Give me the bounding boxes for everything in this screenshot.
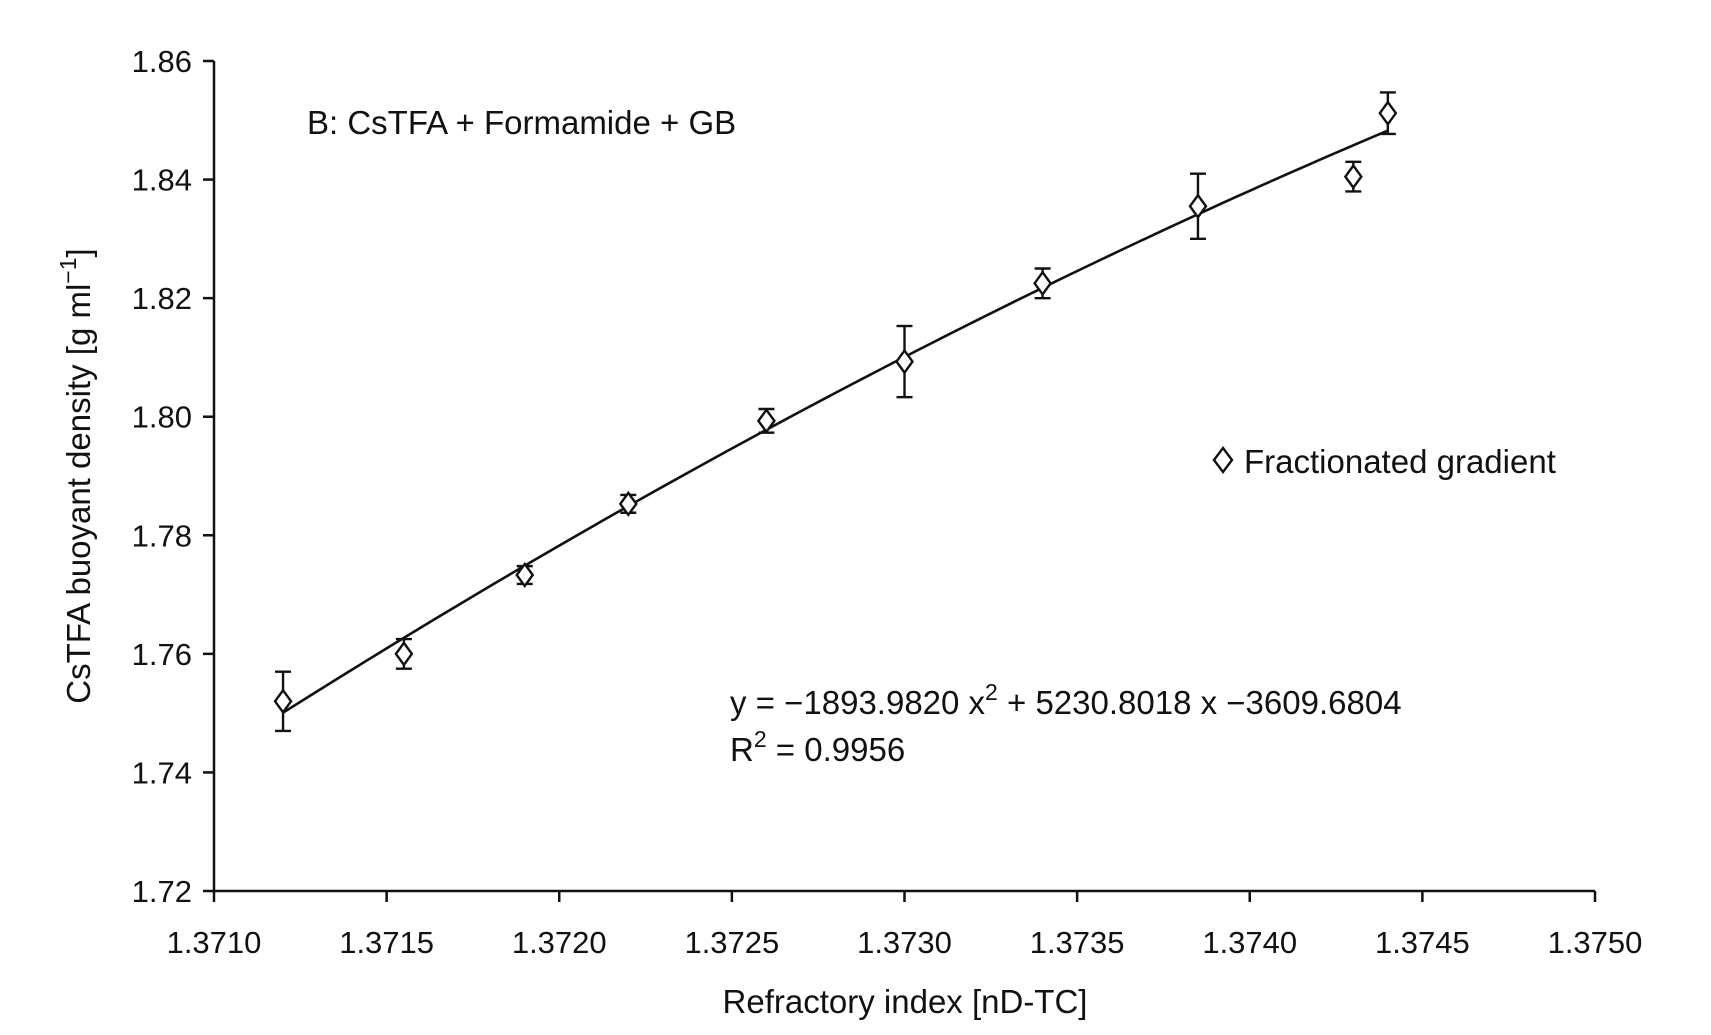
data-point (394, 637, 414, 670)
diamond-marker (618, 490, 638, 517)
diamond-marker (895, 348, 914, 375)
x-tick-label: 1.3745 (1375, 925, 1470, 960)
diamond-marker (1378, 100, 1398, 127)
x-tick-label: 1.3730 (857, 925, 952, 960)
diamond-marker (1033, 270, 1053, 297)
r-squared: R2 = 0.9956 (730, 726, 905, 768)
x-tick-label: 1.3735 (1030, 925, 1125, 960)
diamond-marker (1343, 163, 1363, 190)
fit-equation-tail: + 5230.8018 x −3609.6804 (998, 684, 1402, 721)
x-tick-label: 1.3725 (684, 925, 779, 960)
x-tick-label: 1.3710 (167, 925, 262, 960)
r-squared-lead: R (730, 731, 754, 768)
diamond-marker (756, 407, 776, 434)
data-points (273, 91, 1398, 733)
data-point (273, 670, 293, 733)
y-tick-label: 1.72 (132, 874, 192, 909)
data-point (515, 561, 535, 589)
legend-marker-diamond-icon (1212, 446, 1234, 474)
y-tick-label: 1.84 (132, 163, 192, 198)
data-point (756, 407, 776, 434)
data-point (1378, 91, 1398, 136)
fit-equation-superscript: 2 (985, 679, 998, 705)
legend-label: Fractionated gradient (1244, 443, 1556, 480)
data-point (1033, 267, 1053, 300)
y-axis-title-superscript: −1 (55, 257, 81, 283)
x-tick-label: 1.3715 (339, 925, 434, 960)
y-ticks: 1.72 1.74 1.76 1.78 1.80 1.82 1.84 1.86 (132, 44, 214, 909)
y-tick-label: 1.80 (132, 400, 192, 435)
diamond-marker (515, 561, 535, 589)
y-tick-label: 1.82 (132, 281, 192, 316)
y-axis-title: CsTFA buoyant density [g ml−1] (55, 248, 97, 703)
y-tick-label: 1.86 (132, 44, 192, 79)
diamond-marker (394, 640, 414, 667)
legend: Fractionated gradient (1212, 443, 1556, 480)
data-point (618, 490, 638, 517)
data-point (895, 324, 914, 399)
y-axis-title-close: ] (60, 248, 97, 257)
y-tick-label: 1.74 (132, 755, 192, 790)
y-tick-label: 1.76 (132, 637, 192, 672)
data-point (1188, 172, 1208, 241)
fit-equation: y = −1893.9820 x2 + 5230.8018 x −3609.68… (730, 679, 1402, 721)
x-axis-title: Refractory index [nD-TC] (723, 983, 1088, 1020)
x-ticks: 1.3710 1.3715 1.3720 1.3725 1.3730 1.3735 1.37… (167, 891, 1643, 960)
data-point (1343, 160, 1363, 193)
diamond-marker (273, 688, 293, 715)
y-tick-label: 1.78 (132, 518, 192, 553)
x-tick-label: 1.3750 (1548, 925, 1643, 960)
diamond-marker (1188, 193, 1208, 220)
panel-label: B: CsTFA + Formamide + GB (307, 104, 736, 141)
fit-equation-lead: y = −1893.9820 x (730, 684, 986, 721)
fit-curve (282, 129, 1389, 714)
y-axis-title-main: CsTFA buoyant density [g ml (60, 284, 97, 704)
r-squared-superscript: 2 (754, 726, 767, 752)
x-tick-label: 1.3740 (1202, 925, 1297, 960)
x-tick-label: 1.3720 (512, 925, 607, 960)
r-squared-tail: = 0.9956 (767, 731, 906, 768)
